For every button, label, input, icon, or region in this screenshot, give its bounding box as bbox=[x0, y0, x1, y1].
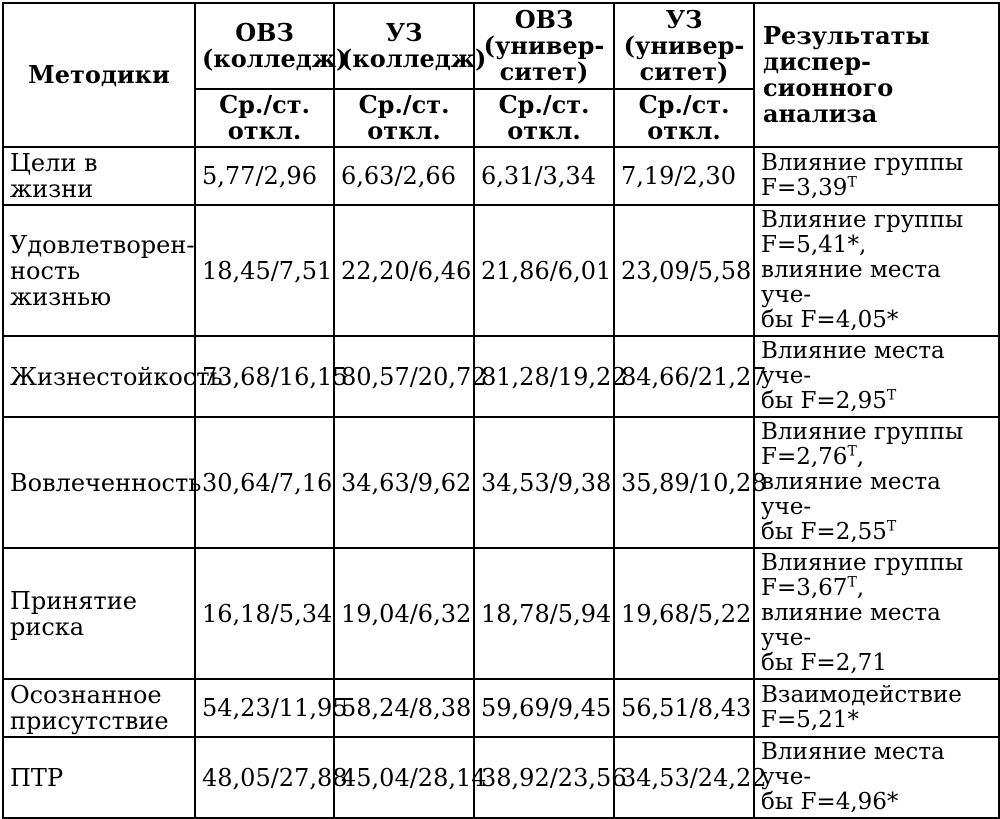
result-cell: Влияние группы F=3,67Т, влияние места уче-… bbox=[753, 547, 1000, 680]
result-cell: Влияние группы F=2,76Т, влияние места уче-… bbox=[753, 416, 1000, 549]
header-methods: Методики bbox=[2, 2, 196, 148]
value-cell: 18,78/5,94 bbox=[473, 547, 615, 680]
method-cell: Принятие риска bbox=[2, 547, 196, 680]
value-cell: 7,19/2,30 bbox=[613, 146, 755, 206]
value-cell: 19,68/5,22 bbox=[613, 547, 755, 680]
method-cell: Цели в жизни bbox=[2, 146, 196, 206]
value-cell: 35,89/10,28 bbox=[613, 416, 767, 549]
value-cell: 34,63/9,62 bbox=[333, 416, 475, 549]
value-cell: 34,53/9,38 bbox=[473, 416, 615, 549]
table-row: Удовлетворен-ность жизнью 18,45/7,51 22,20… bbox=[2, 204, 1000, 337]
method-cell: Вовлеченность bbox=[2, 416, 201, 549]
header-ovz-college: ОВЗ (колледж) bbox=[194, 2, 347, 90]
table-row: Жизнестойкость 73,68/16,15 80,57/20,72 81,2… bbox=[2, 335, 1000, 418]
result-cell: Влияние места уче-бы F=4,96* bbox=[753, 736, 1000, 819]
value-cell: 80,57/20,72 bbox=[333, 335, 487, 418]
value-cell: 6,63/2,66 bbox=[333, 146, 475, 206]
value-cell: 56,51/8,43 bbox=[613, 678, 755, 738]
result-cell: Взаимодействие F=5,21* bbox=[753, 678, 1000, 738]
value-cell: 81,28/19,22 bbox=[473, 335, 627, 418]
table-row: ПТР 48,05/27,88 45,04/28,14 38,92/23,56 34,5… bbox=[2, 736, 1000, 819]
value-cell: 23,09/5,58 bbox=[613, 204, 755, 337]
value-cell: 48,05/27,88 bbox=[194, 736, 348, 819]
value-cell: 59,69/9,45 bbox=[473, 678, 615, 738]
result-cell: Влияние места уче-бы F=2,95Т bbox=[753, 335, 1000, 418]
method-cell: ПТР bbox=[2, 736, 196, 819]
method-cell: Осознанное присутствие bbox=[2, 678, 196, 738]
table-row: Осознанное присутствие 54,23/11,95 58,24/8,… bbox=[2, 678, 1000, 738]
subheader-mean-sd: Ср./ст. откл. bbox=[333, 88, 475, 148]
value-cell: 58,24/8,38 bbox=[333, 678, 475, 738]
table-row: Цели в жизни 5,77/2,96 6,63/2,66 6,31/3,34 7… bbox=[2, 146, 1000, 206]
header-ovz-university: ОВЗ (универ- ситет) bbox=[473, 2, 615, 90]
value-cell: 22,20/6,46 bbox=[333, 204, 475, 337]
method-cell: Удовлетворен-ность жизнью bbox=[2, 204, 196, 337]
result-cell: Влияние группы F=3,39Т bbox=[753, 146, 1000, 206]
value-cell: 38,92/23,56 bbox=[473, 736, 627, 819]
value-cell: 5,77/2,96 bbox=[194, 146, 335, 206]
header-uz-university: УЗ (универ- ситет) bbox=[613, 2, 755, 90]
subheader-mean-sd: Ср./ст. откл. bbox=[194, 88, 335, 148]
table-row: Вовлеченность 30,64/7,16 34,63/9,62 34,53/9… bbox=[2, 416, 1000, 549]
value-cell: 73,68/16,15 bbox=[194, 335, 348, 418]
subheader-mean-sd: Ср./ст. откл. bbox=[613, 88, 755, 148]
subheader-mean-sd: Ср./ст. откл. bbox=[473, 88, 615, 148]
table-row: Принятие риска 16,18/5,34 19,04/6,32 18,78/… bbox=[2, 547, 1000, 680]
value-cell: 21,86/6,01 bbox=[473, 204, 615, 337]
value-cell: 84,66/21,27 bbox=[613, 335, 767, 418]
value-cell: 45,04/28,14 bbox=[333, 736, 487, 819]
result-cell: Влияние группы F=5,41*, влияние места уче-… bbox=[753, 204, 1000, 337]
value-cell: 19,04/6,32 bbox=[333, 547, 475, 680]
value-cell: 34,53/24,22 bbox=[613, 736, 767, 819]
header-uz-college: УЗ (колледж) bbox=[333, 2, 486, 90]
value-cell: 54,23/11,95 bbox=[194, 678, 348, 738]
header-results: Результаты диспер- сионного анализа bbox=[753, 2, 1000, 148]
value-cell: 6,31/3,34 bbox=[473, 146, 615, 206]
value-cell: 16,18/5,34 bbox=[194, 547, 335, 680]
method-cell: Жизнестойкость bbox=[2, 335, 223, 418]
value-cell: 30,64/7,16 bbox=[194, 416, 335, 549]
value-cell: 18,45/7,51 bbox=[194, 204, 335, 337]
table-body: Цели в жизни 5,77/2,96 6,63/2,66 6,31/3,34 7… bbox=[2, 146, 1000, 819]
